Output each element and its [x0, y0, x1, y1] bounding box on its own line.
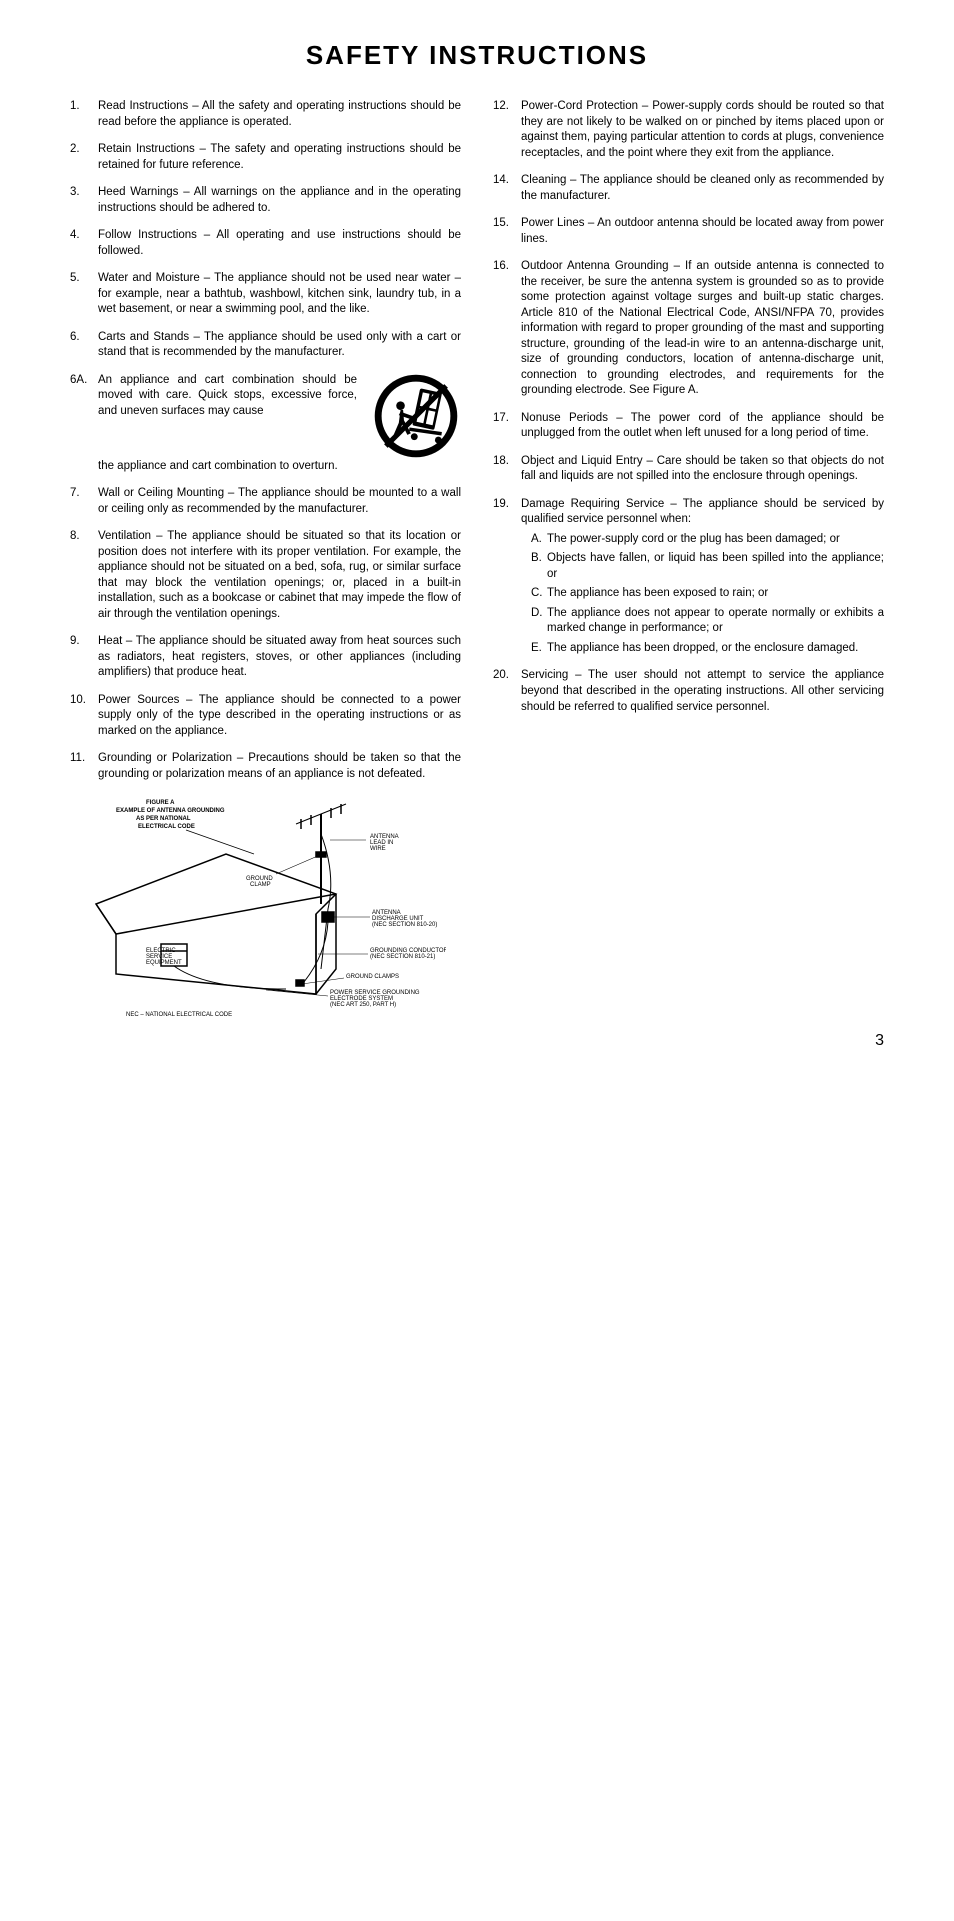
num: 19. — [493, 497, 521, 657]
instr-14: 14.Cleaning – The appliance should be cl… — [493, 173, 884, 204]
sub-num: D. — [531, 606, 547, 637]
svg-text:WIRE: WIRE — [370, 846, 386, 852]
text: Ventilation – The appliance should be si… — [98, 529, 461, 622]
sub-num: E. — [531, 641, 547, 657]
instr-1: 1.Read Instructions – All the safety and… — [70, 99, 461, 130]
num: 7. — [70, 486, 98, 517]
label-nec: NEC – NATIONAL ELECTRICAL CODE — [126, 1012, 232, 1018]
num: 2. — [70, 142, 98, 173]
instr-18: 18.Object and Liquid Entry – Care should… — [493, 454, 884, 485]
text: Grounding or Polarization – Precautions … — [98, 751, 461, 782]
sub-e: E.The appliance has been dropped, or the… — [531, 641, 884, 657]
text: Outdoor Antenna Grounding – If an outsid… — [521, 259, 884, 399]
instr-4: 4.Follow Instructions – All operating an… — [70, 228, 461, 259]
sub-text: The appliance does not appear to operate… — [547, 606, 884, 637]
cart-tip-icon — [371, 373, 461, 459]
num: 20. — [493, 668, 521, 715]
label-clamps: GROUND CLAMPS — [346, 974, 399, 980]
instr-7: 7.Wall or Ceiling Mounting – The applian… — [70, 486, 461, 517]
instr-11: 11.Grounding or Polarization – Precautio… — [70, 751, 461, 782]
text: Read Instructions – All the safety and o… — [98, 99, 461, 130]
text: Retain Instructions – The safety and ope… — [98, 142, 461, 173]
page-title: SAFETY INSTRUCTIONS — [70, 40, 884, 71]
text: Power Sources – The appliance should be … — [98, 693, 461, 740]
right-column: 12.Power-Cord Protection – Power-supply … — [493, 99, 884, 1024]
instr-10: 10.Power Sources – The appliance should … — [70, 693, 461, 740]
num: 17. — [493, 411, 521, 442]
text: Power Lines – An outdoor antenna should … — [521, 216, 884, 247]
fig-title-3: AS PER NATIONAL — [136, 816, 191, 822]
lead-text: Damage Requiring Service – The appliance… — [521, 497, 884, 528]
text: Cleaning – The appliance should be clean… — [521, 173, 884, 204]
num: 8. — [70, 529, 98, 622]
instr-6a: 6A. An appliance and cart combination sh… — [70, 373, 461, 475]
num: 6. — [70, 330, 98, 361]
svg-text:CLAMP: CLAMP — [250, 882, 271, 888]
sub-b: B.Objects have fallen, or liquid has bee… — [531, 551, 884, 582]
text-after-icon: the appliance and cart combination to ov… — [98, 459, 461, 475]
svg-text:EQUIPMENT: EQUIPMENT — [146, 960, 182, 966]
text: Servicing – The user should not attempt … — [521, 668, 884, 715]
num: 5. — [70, 271, 98, 318]
svg-text:(NEC SECTION 810-21): (NEC SECTION 810-21) — [370, 954, 435, 960]
instr-17: 17.Nonuse Periods – The power cord of th… — [493, 411, 884, 442]
num: 15. — [493, 216, 521, 247]
num: 12. — [493, 99, 521, 161]
sub-num: C. — [531, 586, 547, 602]
text: An appliance and cart combination should… — [98, 373, 461, 475]
text-before-icon: An appliance and cart combination should… — [98, 373, 357, 459]
instr-6: 6.Carts and Stands – The appliance shoul… — [70, 330, 461, 361]
sub-text: The power-supply cord or the plug has be… — [547, 532, 884, 548]
left-column: 1.Read Instructions – All the safety and… — [70, 99, 461, 1024]
instr-9: 9.Heat – The appliance should be situate… — [70, 634, 461, 681]
sub-text: Objects have fallen, or liquid has been … — [547, 551, 884, 582]
num: 6A. — [70, 373, 98, 475]
text: Power-Cord Protection – Power-supply cor… — [521, 99, 884, 161]
instr-5: 5.Water and Moisture – The appliance sho… — [70, 271, 461, 318]
num: 11. — [70, 751, 98, 782]
instr-16: 16.Outdoor Antenna Grounding – If an out… — [493, 259, 884, 399]
sub-num: A. — [531, 532, 547, 548]
fig-title-4: ELECTRICAL CODE — [138, 824, 195, 830]
fig-title-1: FIGURE A — [146, 800, 175, 806]
text: Object and Liquid Entry – Care should be… — [521, 454, 884, 485]
num: 18. — [493, 454, 521, 485]
num: 16. — [493, 259, 521, 399]
instr-3: 3.Heed Warnings – All warnings on the ap… — [70, 185, 461, 216]
sub-num: B. — [531, 551, 547, 582]
sub-text: The appliance has been dropped, or the e… — [547, 641, 884, 657]
instr-20: 20.Servicing – The user should not attem… — [493, 668, 884, 715]
instr-19: 19. Damage Requiring Service – The appli… — [493, 497, 884, 657]
svg-text:(NEC SECTION 810-20): (NEC SECTION 810-20) — [372, 922, 437, 928]
num: 4. — [70, 228, 98, 259]
page-number: 3 — [70, 1032, 884, 1050]
svg-text:(NEC ART 250, PART H): (NEC ART 250, PART H) — [330, 1002, 396, 1008]
instr-15: 15.Power Lines – An outdoor antenna shou… — [493, 216, 884, 247]
instr-2: 2.Retain Instructions – The safety and o… — [70, 142, 461, 173]
sub-d: D.The appliance does not appear to opera… — [531, 606, 884, 637]
sub-c: C.The appliance has been exposed to rain… — [531, 586, 884, 602]
text: Water and Moisture – The appliance shoul… — [98, 271, 461, 318]
num: 9. — [70, 634, 98, 681]
text: Damage Requiring Service – The appliance… — [521, 497, 884, 657]
instr-12: 12.Power-Cord Protection – Power-supply … — [493, 99, 884, 161]
text: Wall or Ceiling Mounting – The appliance… — [98, 486, 461, 517]
num: 3. — [70, 185, 98, 216]
instr-8: 8.Ventilation – The appliance should be … — [70, 529, 461, 622]
fig-title-2: EXAMPLE OF ANTENNA GROUNDING — [116, 808, 225, 814]
text: Nonuse Periods – The power cord of the a… — [521, 411, 884, 442]
text: Follow Instructions – All operating and … — [98, 228, 461, 259]
num: 14. — [493, 173, 521, 204]
num: 10. — [70, 693, 98, 740]
content-columns: 1.Read Instructions – All the safety and… — [70, 99, 884, 1024]
figure-a: FIGURE A EXAMPLE OF ANTENNA GROUNDING AS… — [70, 794, 461, 1024]
sub-text: The appliance has been exposed to rain; … — [547, 586, 884, 602]
text: Carts and Stands – The appliance should … — [98, 330, 461, 361]
text: Heed Warnings – All warnings on the appl… — [98, 185, 461, 216]
num: 1. — [70, 99, 98, 130]
text: Heat – The appliance should be situated … — [98, 634, 461, 681]
sub-a: A.The power-supply cord or the plug has … — [531, 532, 884, 548]
